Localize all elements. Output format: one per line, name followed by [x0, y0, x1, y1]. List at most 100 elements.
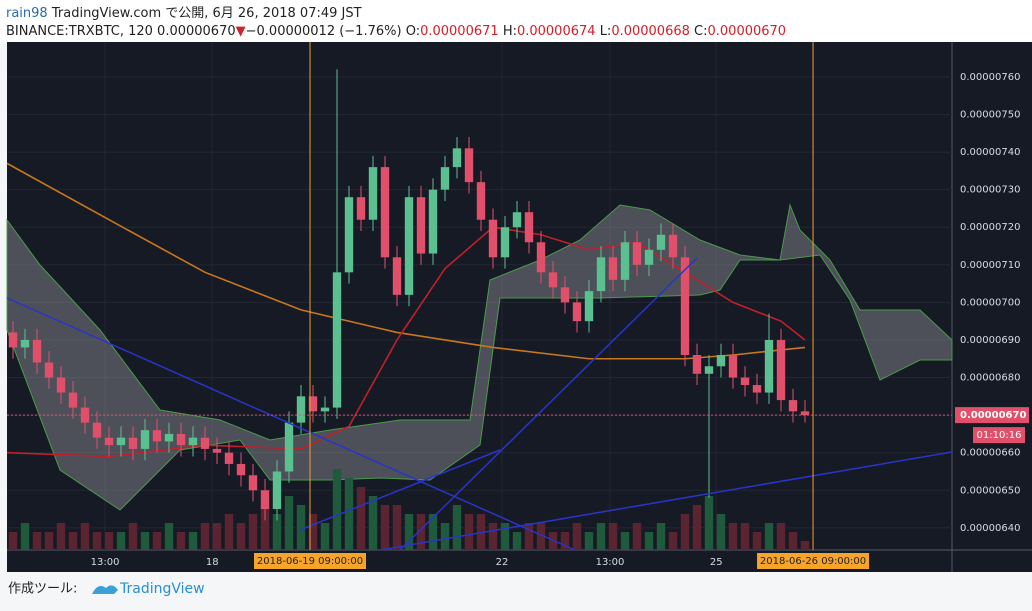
volume-bar	[200, 523, 210, 550]
candle-body	[188, 437, 198, 446]
volume-bar	[56, 523, 66, 550]
candle-body	[548, 272, 558, 288]
volume-bar	[44, 532, 54, 550]
volume-bar	[536, 523, 546, 550]
volume-bar	[560, 532, 570, 550]
candle-body	[488, 219, 498, 258]
volume-bar	[776, 523, 786, 550]
y-tick-label: 0.00000700	[960, 297, 1020, 308]
volume-bar	[404, 514, 414, 550]
candle-body	[572, 302, 582, 322]
volume-bar	[392, 505, 402, 550]
candle-body	[512, 212, 522, 228]
candle-body	[368, 167, 378, 220]
trend-line[interactable]	[399, 257, 698, 551]
candle-body	[212, 448, 222, 453]
published: TradingView.com で公開, 6月 26, 2018 07:49 J…	[51, 6, 362, 21]
volume-bar	[272, 514, 282, 550]
volume-bar	[680, 514, 690, 550]
candle-body	[464, 148, 474, 183]
candle-body	[224, 452, 234, 464]
candle-body	[608, 257, 618, 280]
volume-bar	[284, 496, 294, 550]
candle-body	[656, 234, 666, 250]
volume-bar	[512, 532, 522, 550]
user[interactable]: rain98	[6, 6, 48, 21]
ohlc-c-key: C:	[694, 24, 707, 39]
volume-bar	[176, 532, 186, 550]
volume-bar	[260, 505, 270, 550]
candle-body	[68, 392, 78, 408]
candle-body	[584, 291, 594, 322]
volume-bar	[644, 532, 654, 550]
candle-body	[308, 396, 318, 412]
volume-bar	[716, 514, 726, 550]
candle-body	[800, 411, 810, 416]
candle-body	[356, 197, 366, 220]
y-tick-label: 0.00000660	[960, 448, 1020, 459]
candle-body	[776, 339, 786, 401]
volume-bar	[788, 532, 798, 550]
volume-bar	[20, 523, 30, 550]
volume-bar	[332, 469, 342, 550]
candle-body	[596, 257, 606, 292]
last: 0.00000670	[157, 24, 236, 39]
candle-body	[380, 167, 390, 258]
x-tick-label: 22	[496, 557, 509, 568]
symbol: BINANCE:TRXBTC, 120	[6, 24, 153, 39]
header-bg	[0, 0, 1032, 42]
candle-body	[404, 197, 414, 295]
y-tick-label: 0.00000750	[960, 110, 1020, 121]
candle-body	[500, 227, 510, 258]
candle-body	[284, 422, 294, 472]
volume-bar	[140, 532, 150, 550]
y-tick-label: 0.00000710	[960, 260, 1020, 271]
candle-body	[128, 437, 138, 449]
volume-bar	[596, 523, 606, 550]
y-tick-label: 0.00000680	[960, 373, 1020, 384]
logo	[92, 585, 118, 594]
candle-body	[332, 272, 342, 408]
candle-body	[728, 354, 738, 378]
candle-body	[320, 407, 330, 412]
volume-bar	[368, 496, 378, 550]
volume-bar	[524, 523, 534, 550]
candle-body	[716, 354, 726, 367]
volume-bar	[800, 541, 810, 550]
volume-bar	[128, 523, 138, 550]
candle-body	[428, 189, 438, 254]
trend-line[interactable]	[6, 297, 576, 551]
ohlc-h-key: H:	[503, 24, 517, 39]
candle-body	[476, 182, 486, 220]
volume-bar	[464, 514, 474, 550]
countdown-bg	[973, 427, 1025, 444]
candle-body	[524, 212, 534, 243]
x-tick-label: 25	[710, 557, 723, 568]
y-tick-label: 0.00000690	[960, 335, 1020, 346]
volume-bar	[212, 523, 222, 550]
grid	[7, 42, 952, 550]
trend-line[interactable]	[379, 451, 953, 551]
candle-body	[692, 354, 702, 374]
marks	[6, 69, 810, 550]
candle-body	[632, 242, 642, 265]
volume-bar	[440, 523, 450, 550]
footer-label: 作成ツール:	[8, 582, 77, 597]
volume-bar	[416, 514, 426, 550]
volume-bar	[320, 523, 330, 550]
footer-brand[interactable]: TradingView	[119, 581, 205, 597]
candle-body	[164, 433, 174, 442]
candle-body	[296, 396, 306, 423]
candle-body	[92, 422, 102, 438]
candle-body	[20, 339, 30, 348]
time-axis-bg	[7, 550, 1032, 572]
candle-body	[260, 490, 270, 510]
candle-body	[44, 362, 54, 378]
y-tick-label: 0.00000760	[960, 72, 1020, 83]
volume-bar	[296, 505, 306, 550]
volume-bar	[248, 514, 258, 550]
volume-bar	[224, 514, 234, 550]
price-axis-bg	[952, 42, 1032, 550]
trend-line[interactable]	[299, 449, 501, 531]
volume-bar	[356, 487, 366, 550]
